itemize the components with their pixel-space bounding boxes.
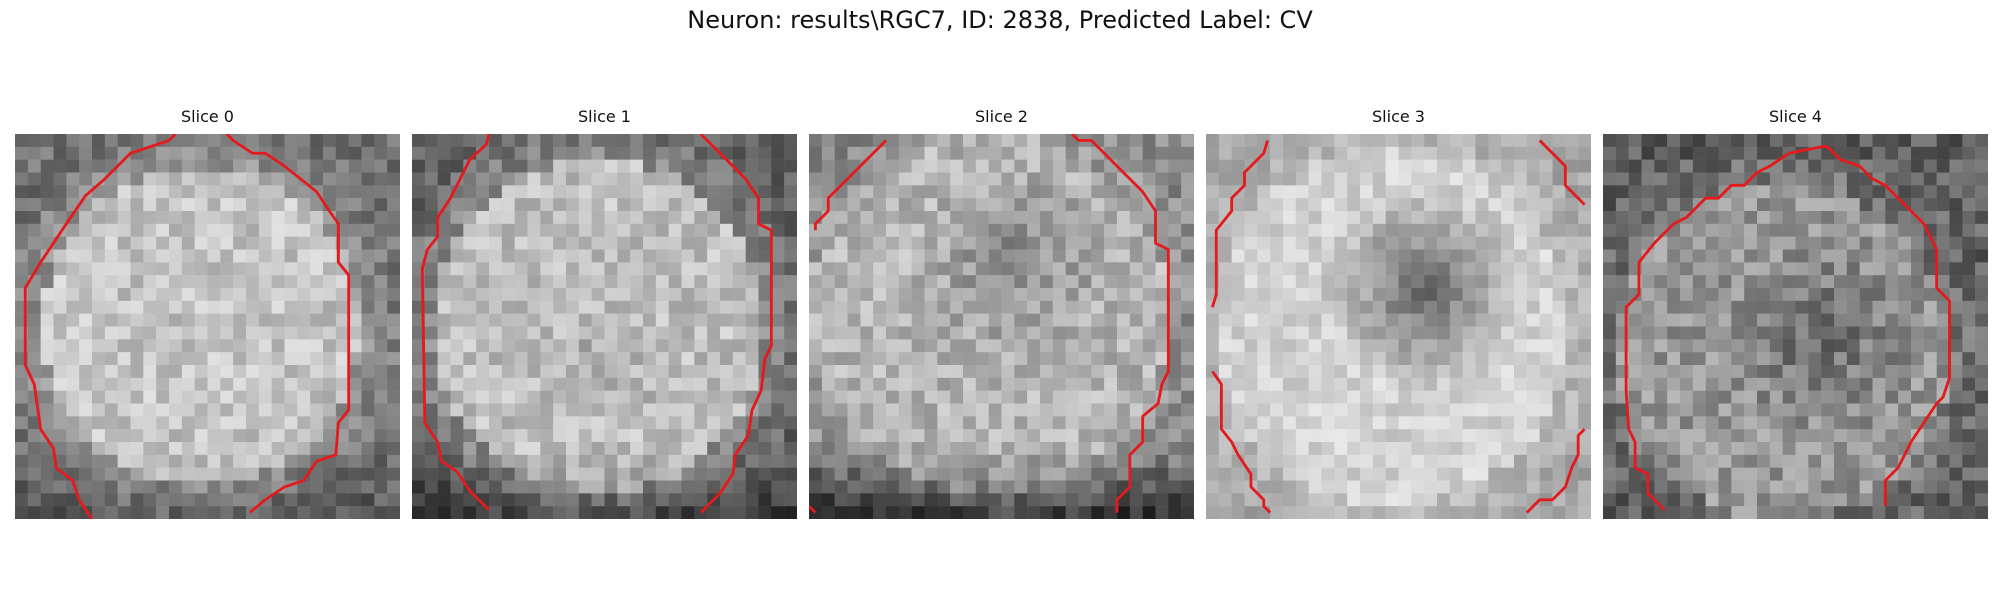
slice-panel-3: Slice 3 bbox=[1206, 104, 1591, 519]
slice-image bbox=[809, 134, 1194, 519]
slice-title: Slice 2 bbox=[975, 107, 1028, 126]
contour-line bbox=[1624, 145, 1951, 512]
slice-panel-2: Slice 2 bbox=[809, 104, 1194, 519]
slice-panel-1: Slice 1 bbox=[412, 104, 797, 519]
slice-panel-4: Slice 4 bbox=[1603, 104, 1988, 519]
slice-image bbox=[15, 134, 400, 519]
figure-title: Neuron: results\RGC7, ID: 2838, Predicte… bbox=[687, 6, 1313, 34]
contour-line bbox=[420, 134, 491, 512]
contour-line bbox=[809, 505, 817, 514]
contour-line bbox=[814, 139, 887, 231]
slice-panel-0: Slice 0 bbox=[15, 104, 400, 519]
slice-image bbox=[1206, 134, 1591, 519]
contour-line bbox=[1211, 140, 1269, 308]
contour-line bbox=[225, 134, 351, 514]
slice-image bbox=[1603, 134, 1988, 519]
contour-line bbox=[1071, 134, 1170, 513]
slice-title: Slice 3 bbox=[1372, 107, 1425, 126]
slice-title: Slice 1 bbox=[578, 107, 631, 126]
contour-line bbox=[1538, 139, 1586, 206]
contour-line bbox=[23, 134, 177, 519]
contour-line bbox=[699, 134, 773, 514]
slice-title: Slice 0 bbox=[181, 107, 234, 126]
contour-line bbox=[1525, 428, 1586, 514]
slice-title: Slice 4 bbox=[1769, 107, 1822, 126]
contour-line bbox=[1211, 370, 1272, 514]
slice-image bbox=[412, 134, 797, 519]
